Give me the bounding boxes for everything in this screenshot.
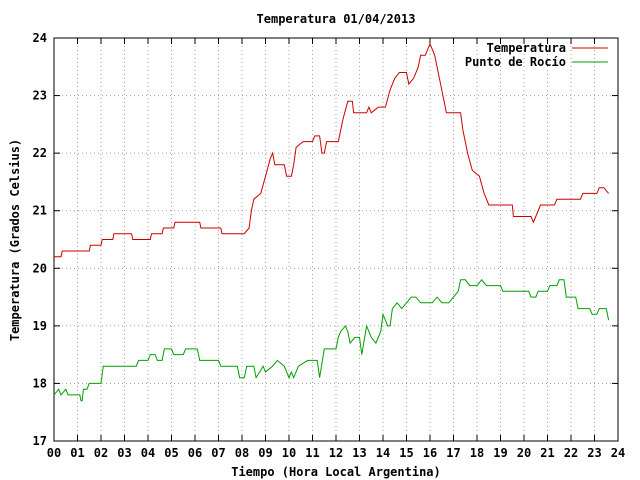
y-tick-label: 19: [33, 319, 47, 333]
x-tick-label: 17: [446, 446, 460, 460]
x-tick-label: 19: [493, 446, 507, 460]
x-tick-label: 16: [423, 446, 437, 460]
y-tick-label: 22: [33, 146, 47, 160]
x-tick-label: 06: [188, 446, 202, 460]
y-tick-label: 21: [33, 204, 47, 218]
x-tick-label: 01: [70, 446, 84, 460]
x-tick-label: 09: [258, 446, 272, 460]
y-tick-label: 20: [33, 261, 47, 275]
x-tick-label: 08: [235, 446, 249, 460]
x-tick-label: 05: [164, 446, 178, 460]
x-tick-label: 22: [564, 446, 578, 460]
y-axis-label: Temperatura (Grados Celsius): [8, 139, 22, 341]
y-tick-label: 23: [33, 89, 47, 103]
x-tick-label: 15: [399, 446, 413, 460]
x-tick-label: 14: [376, 446, 390, 460]
x-tick-label: 03: [117, 446, 131, 460]
x-tick-label: 24: [611, 446, 625, 460]
x-tick-label: 23: [587, 446, 601, 460]
x-tick-label: 10: [282, 446, 296, 460]
x-tick-label: 12: [329, 446, 343, 460]
x-tick-label: 13: [352, 446, 366, 460]
x-axis-label: Tiempo (Hora Local Argentina): [231, 465, 441, 479]
y-tick-label: 24: [33, 31, 47, 45]
x-tick-label: 11: [305, 446, 319, 460]
x-tick-label: 20: [517, 446, 531, 460]
y-tick-label: 18: [33, 376, 47, 390]
legend-label-punto-de-rocio: Punto de Rocío: [465, 55, 566, 69]
y-tick-label: 17: [33, 434, 47, 448]
x-tick-label: 07: [211, 446, 225, 460]
axis-ticks: 00 01 02 03 04 05 06 07 08 09 10 11 12 13 14 15 16 17 18 19…: [33, 31, 626, 460]
series-line-punto-de-rocio: [53, 279, 610, 402]
x-tick-label: 21: [540, 446, 554, 460]
x-tick-label: 00: [47, 446, 61, 460]
x-tick-label: 02: [94, 446, 108, 460]
legend: Temperatura Punto de Rocío: [465, 41, 608, 69]
chart-title: Temperatura 01/04/2013: [257, 12, 416, 26]
legend-label-temperatura: Temperatura: [487, 41, 566, 55]
series-lines: [53, 42, 610, 402]
series-line-temperatura: [54, 42, 609, 258]
x-tick-label: 04: [141, 446, 155, 460]
x-tick-label: 18: [470, 446, 484, 460]
